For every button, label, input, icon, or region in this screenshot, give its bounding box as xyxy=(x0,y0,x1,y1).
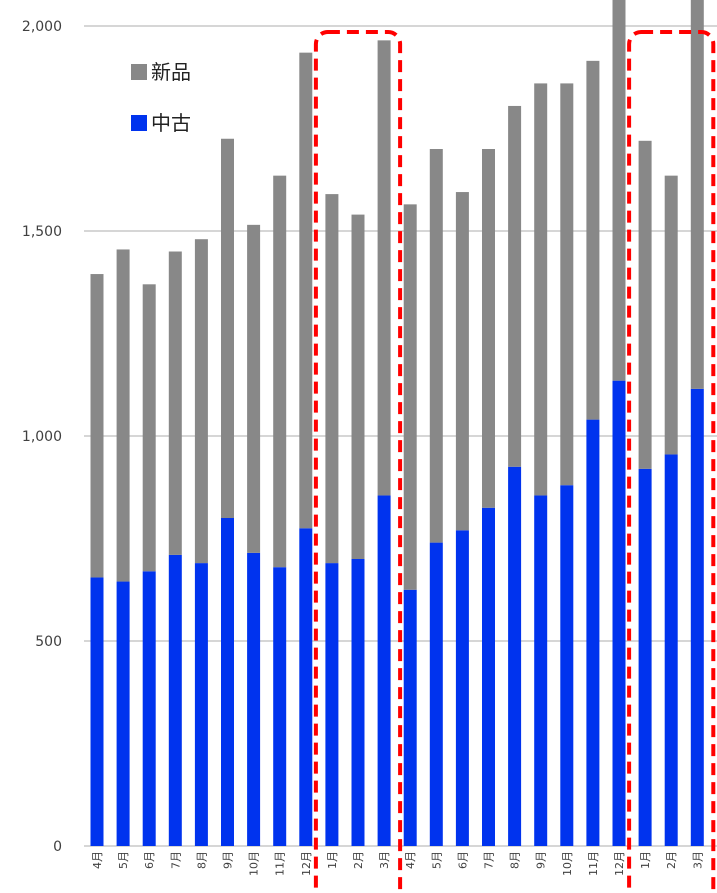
bar-used xyxy=(664,454,678,846)
bar-new xyxy=(508,105,522,467)
bar-used xyxy=(273,567,287,846)
bar-used xyxy=(403,589,417,846)
bar-used xyxy=(247,552,261,846)
x-tick-label: 6月 xyxy=(143,851,156,869)
x-tick-label: 12月 xyxy=(613,851,626,876)
y-tick-label: 0 xyxy=(53,839,62,855)
x-tick-label: 12月 xyxy=(300,851,313,876)
bar-new xyxy=(377,40,391,496)
bar-new xyxy=(90,274,104,578)
legend-swatch-used xyxy=(131,115,147,131)
bar-new xyxy=(194,239,208,564)
bar-new xyxy=(168,251,182,555)
x-tick-label: 2月 xyxy=(352,851,365,869)
legend-label-new: 新品 xyxy=(151,60,191,84)
highlight-box xyxy=(627,30,716,893)
legend-swatch-new xyxy=(131,64,147,80)
bar-used xyxy=(142,571,156,846)
y-tick-label: 1,500 xyxy=(22,224,62,240)
gridlines xyxy=(84,25,717,847)
x-tick-label: 5月 xyxy=(117,851,130,869)
bar-new xyxy=(116,249,130,582)
x-tick-label: 7月 xyxy=(483,851,496,869)
x-tick-label: 10月 xyxy=(248,851,261,876)
y-tick-label: 500 xyxy=(35,634,62,650)
bar-new xyxy=(455,192,469,531)
x-tick-label: 8月 xyxy=(509,851,522,869)
y-axis-ticks: 0 500 1,000 1,500 2,000 xyxy=(22,19,62,855)
bar-used xyxy=(586,419,600,846)
bar-new xyxy=(612,0,626,381)
x-tick-label: 1月 xyxy=(639,851,652,869)
bar-used xyxy=(351,559,365,846)
bar-new xyxy=(273,175,287,568)
bar-used xyxy=(325,563,339,846)
x-tick-label: 3月 xyxy=(691,851,704,869)
bar-used xyxy=(690,388,704,846)
highlight-box xyxy=(313,30,403,893)
x-tick-label: 11月 xyxy=(274,851,287,876)
x-tick-label: 5月 xyxy=(430,851,443,869)
x-axis-ticks: 4月 5月 6月 7月 8月 9月 10月 11月 12月 1月 2月 3月 4月 5月 6月 7月 8月 9月 1… xyxy=(91,851,704,876)
bar-used xyxy=(429,542,443,846)
x-tick-label: 9月 xyxy=(222,851,235,869)
bar-used xyxy=(560,485,574,846)
bar-used xyxy=(534,495,548,846)
x-tick-label: 6月 xyxy=(456,851,469,869)
bar-new xyxy=(351,214,365,559)
bar-new xyxy=(142,284,156,572)
legend-label-used: 中古 xyxy=(151,111,191,135)
bar-used xyxy=(612,380,626,846)
x-tick-label: 9月 xyxy=(535,851,548,869)
x-tick-label: 8月 xyxy=(195,851,208,869)
x-tick-label: 4月 xyxy=(404,851,417,869)
bar-new xyxy=(534,83,548,496)
bar-new xyxy=(221,138,234,518)
bar-new xyxy=(429,149,443,543)
bar-used xyxy=(168,554,182,846)
bar-new xyxy=(325,194,339,564)
bar-used xyxy=(455,530,469,846)
y-tick-label: 2,000 xyxy=(22,19,62,35)
x-tick-label: 7月 xyxy=(169,851,182,869)
x-tick-label: 1月 xyxy=(326,851,339,869)
bar-new xyxy=(638,140,652,469)
x-tick-label: 2月 xyxy=(665,851,678,869)
bar-used xyxy=(221,518,234,846)
bar-new xyxy=(299,52,313,529)
bar-used xyxy=(194,563,208,846)
bar-new xyxy=(482,149,495,508)
bar-new xyxy=(664,175,678,455)
bar-new xyxy=(690,0,704,389)
y-tick-label: 1,000 xyxy=(22,429,62,445)
x-tick-label: 3月 xyxy=(378,851,391,869)
bar-new xyxy=(560,83,574,486)
x-tick-label: 11月 xyxy=(587,851,600,876)
bars xyxy=(90,0,704,846)
bar-used xyxy=(90,577,104,846)
bar-new xyxy=(247,224,261,553)
bar-new xyxy=(586,60,600,420)
bar-used xyxy=(299,528,313,846)
bar-used xyxy=(508,466,522,846)
highlight-boxes xyxy=(313,30,716,893)
bar-used xyxy=(638,468,652,846)
bar-used xyxy=(116,581,130,846)
bar-used xyxy=(482,507,495,846)
bar-used xyxy=(377,495,391,846)
legend: 新品 中古 xyxy=(131,60,191,135)
x-tick-label: 10月 xyxy=(561,851,574,876)
x-tick-label: 4月 xyxy=(91,851,104,869)
bar-new xyxy=(403,204,417,590)
